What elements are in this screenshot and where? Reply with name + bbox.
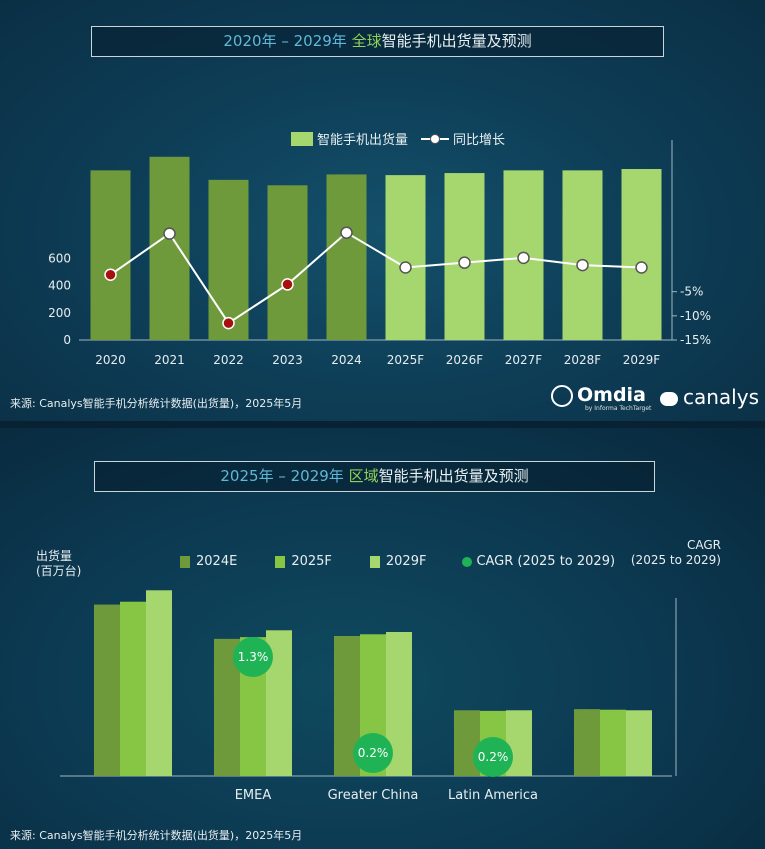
y-tick-label: 200	[48, 306, 71, 320]
x-tick-label: 2026F	[446, 353, 484, 367]
ylabel-line2: (百万台)	[36, 564, 82, 578]
bar-2025F	[385, 175, 426, 340]
growth-marker-2028F	[576, 258, 589, 272]
region-label: Latin America	[448, 788, 538, 803]
canalys-mark-icon	[660, 391, 678, 406]
canalys-logo: canalys	[660, 385, 759, 409]
x-tick-label: 2027F	[505, 353, 543, 367]
growth-marker-2025F	[399, 261, 412, 274]
x-tick-label: 2021	[154, 353, 185, 367]
legend-2025-label: 2025F	[291, 554, 332, 569]
legend-2025-swatch	[275, 555, 286, 568]
title-rest: 智能手机出货量及预测	[381, 32, 532, 50]
x-tick-label: 2029F	[623, 353, 661, 367]
cagr-axis-label: CAGR (2025 to 2029)	[631, 538, 721, 568]
growth-marker-2027F	[517, 251, 530, 265]
bar-2022	[208, 179, 249, 340]
x-tick-label: 2020	[95, 353, 126, 367]
cagr-circle	[233, 637, 273, 677]
panel-divider	[0, 421, 765, 428]
cagr-circle	[353, 733, 393, 773]
regional-shipments-panel: 2025年 – 2029年 区域智能手机出货量及预测 出货量 (百万台) CAG…	[0, 428, 765, 849]
growth-marker-2023	[281, 278, 294, 291]
bar-2028F	[562, 170, 603, 340]
bottom-source: 来源: Canalys智能手机分析统计数据(出货量)，2025年5月	[10, 829, 303, 842]
growth-marker-2022	[222, 316, 235, 330]
growth-marker-2020	[104, 268, 117, 281]
x-tick-label: 2023	[272, 353, 303, 367]
ylabel-line1: 出货量	[36, 549, 73, 563]
global-shipments-panel: 2020年 – 2029年 全球智能手机出货量及预测 智能手机出货量 同比增长 …	[0, 0, 765, 421]
cagr-value-label: 0.2%	[478, 750, 509, 764]
x-tick-label: 2022	[213, 353, 244, 367]
bottom-grouped-bar-chart: EMEA 1.3% Greater China 0.2% Latin America 0.…	[60, 590, 677, 803]
bottom-chart-title: 2025年 – 2029年 区域智能手机出货量及预测	[94, 461, 655, 492]
title-highlight: 区域	[348, 467, 379, 485]
right-tick-label: -5%	[680, 285, 703, 299]
title-highlight: 全球	[351, 32, 382, 50]
omdia-logo-sub: by Informa TechTarget	[585, 405, 652, 412]
legend-2024-label: 2024E	[196, 554, 238, 569]
x-tick-label: 2025F	[387, 353, 425, 367]
bar-2020	[90, 170, 131, 340]
cagr-label-line2: (2025 to 2029)	[630, 553, 721, 567]
bar-region-2029F	[146, 590, 172, 776]
growth-marker-2021	[163, 227, 176, 240]
title-rest: 智能手机出货量及预测	[378, 467, 529, 485]
legend-2029-label: 2029F	[385, 554, 427, 569]
legend-2029-swatch	[369, 555, 380, 568]
title-year-range: 2025年 – 2029年	[220, 467, 344, 485]
top-source: 来源: Canalys智能手机分析统计数据(出货量)，2025年5月	[10, 397, 303, 410]
y-tick-label: 0	[63, 333, 71, 347]
cagr-circle	[473, 737, 513, 777]
bar-2029F	[621, 169, 662, 340]
legend-2024-swatch	[180, 555, 190, 568]
right-tick-label: -15%	[680, 333, 711, 347]
bottom-ylabel: 出货量 (百万台)	[36, 549, 81, 579]
bar-region-2029F	[626, 710, 652, 776]
bar-region-2024E	[94, 604, 120, 776]
legend-cagr-label: CAGR (2025 to 2029)	[476, 554, 616, 569]
y-tick-label: 600	[48, 252, 71, 266]
growth-marker-2026F	[458, 256, 471, 269]
legend-line-swatch	[421, 133, 450, 144]
region-label: Greater China	[328, 788, 419, 803]
right-tick-label: -10%	[680, 309, 711, 323]
top-legend: 智能手机出货量 同比增长	[291, 129, 505, 148]
omdia-mark-icon	[551, 384, 573, 407]
x-tick-label: 2028F	[564, 353, 602, 367]
growth-marker-2024	[340, 226, 353, 239]
bar-region-2025F	[120, 601, 146, 776]
legend-bar-label: 智能手机出货量	[317, 133, 409, 148]
growth-marker-2029F	[635, 261, 648, 274]
legend-cagr-swatch	[462, 556, 473, 567]
bar-2023	[267, 185, 308, 340]
legend-bar-swatch	[291, 131, 313, 146]
cagr-label-line1: CAGR	[686, 538, 721, 552]
bar-region-2025F	[600, 709, 626, 776]
x-tick-label: 2024	[331, 353, 362, 367]
bar-2024	[326, 174, 367, 340]
top-bar-line-chart: 2020 2021 2022 2023 2024 2025F 2026F 2027F 2028F…	[48, 140, 711, 367]
top-chart-title: 2020年 – 2029年 全球智能手机出货量及预测	[91, 26, 664, 57]
y-tick-label: 400	[48, 279, 71, 293]
bar-region-2024E	[574, 709, 600, 776]
cagr-value-label: 0.2%	[358, 746, 389, 760]
cagr-value-label: 1.3%	[238, 650, 269, 664]
omdia-logo-text: Omdia	[577, 384, 646, 406]
title-year-range: 2020年 – 2029年	[223, 32, 347, 50]
legend-line-label: 同比增长	[453, 133, 506, 148]
omdia-logo: Omdia	[551, 384, 646, 407]
growth-line	[109, 231, 642, 325]
canalys-logo-text: canalys	[683, 385, 759, 409]
bottom-legend: 2024E 2025F 2029F CAGR (2025 to 2029)	[180, 554, 615, 569]
region-label: EMEA	[235, 788, 272, 803]
bar-2021	[149, 156, 190, 340]
